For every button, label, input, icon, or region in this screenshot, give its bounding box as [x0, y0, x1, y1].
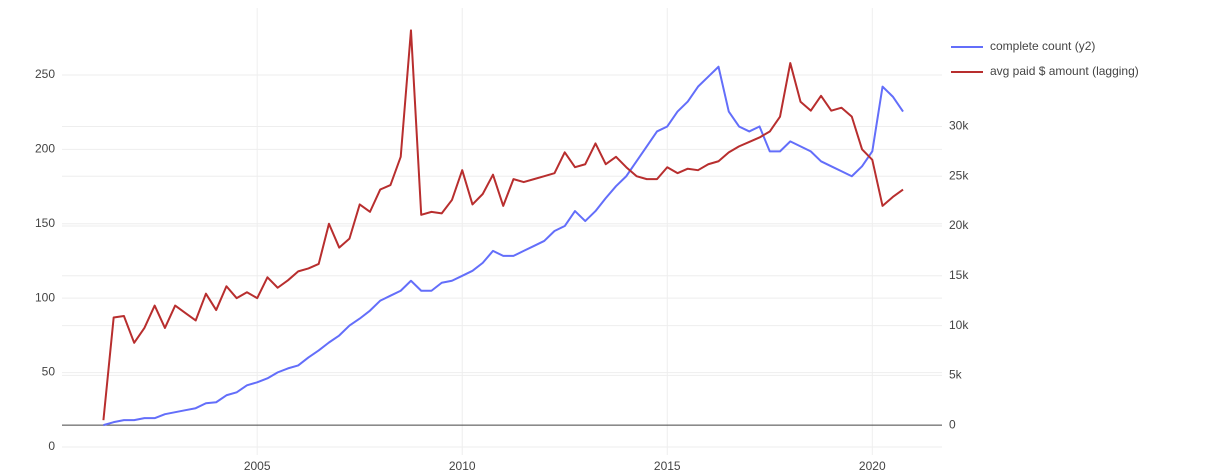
y-tick-label: 200 [35, 142, 55, 156]
plot-lines [102, 29, 904, 427]
x-tick-label: 2015 [654, 459, 681, 473]
y2-tick-label: 15k [949, 268, 969, 282]
legend-label: complete count (y2) [990, 39, 1095, 53]
x-tick-label: 2010 [449, 459, 476, 473]
y2-tick-label: 25k [949, 168, 969, 182]
y-tick-label: 0 [48, 439, 55, 453]
y2-tick-label: 20k [949, 218, 969, 232]
series-line [103, 65, 904, 427]
y2-tick-label: 30k [949, 119, 969, 133]
y-tick-label: 100 [35, 290, 55, 304]
y2-tick-label: 10k [949, 318, 969, 332]
legend-label: avg paid $ amount (lagging) [990, 64, 1139, 78]
axis-labels: 2005 2010 2015 2020 0 50 100 150 200 250 0 5k 10k 15k… [35, 67, 969, 473]
x-tick-label: 2005 [244, 459, 271, 473]
y-tick-label: 250 [35, 67, 55, 81]
y-tick-label: 50 [42, 365, 56, 379]
y-tick-label: 150 [35, 216, 55, 230]
series-line [102, 29, 904, 421]
y2-tick-label: 0 [949, 417, 956, 431]
legend: complete count (y2) avg paid $ amount (la… [951, 39, 1139, 78]
y2-tick-label: 5k [949, 368, 963, 382]
x-tick-label: 2020 [859, 459, 886, 473]
grid [62, 8, 942, 455]
